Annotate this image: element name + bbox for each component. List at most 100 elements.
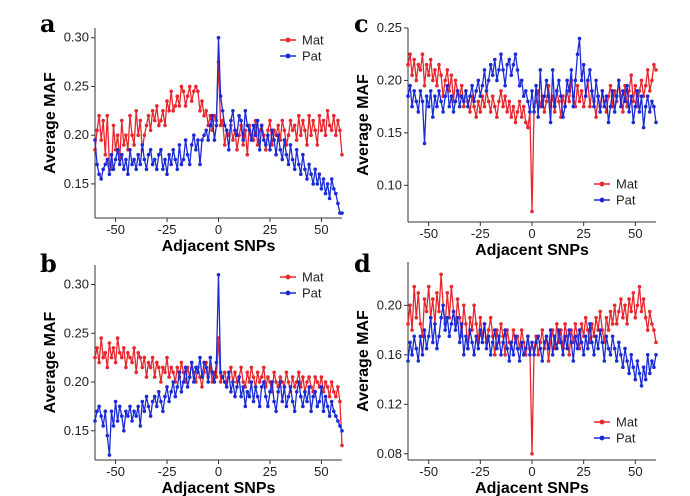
data-point	[107, 453, 112, 457]
data-point	[136, 404, 140, 409]
data-point	[95, 346, 99, 350]
data-point	[122, 167, 126, 172]
x-tick-label: 25	[576, 226, 590, 241]
data-point	[530, 89, 534, 93]
data-point	[148, 128, 153, 133]
data-point	[167, 399, 171, 404]
data-point	[410, 328, 414, 332]
data-point	[163, 123, 167, 128]
data-point	[138, 355, 143, 360]
data-point	[484, 89, 489, 93]
data-point	[542, 94, 547, 98]
data-point	[206, 380, 210, 384]
data-point	[301, 152, 305, 157]
data-point	[171, 148, 175, 152]
data-point	[325, 385, 330, 389]
legend-label: Mat	[616, 415, 638, 430]
x-tick-label: 25	[263, 464, 277, 479]
data-point	[208, 355, 213, 360]
data-point	[276, 123, 281, 128]
legend-marker	[599, 435, 605, 441]
data-point	[468, 110, 472, 114]
data-point	[286, 394, 291, 399]
data-point	[573, 78, 578, 83]
data-point	[439, 272, 443, 277]
data-point	[629, 353, 633, 357]
data-point	[497, 99, 501, 104]
data-point	[196, 138, 200, 142]
data-point	[635, 303, 640, 308]
data-point	[309, 172, 313, 176]
legend-label: Mat	[302, 33, 324, 48]
data-point	[418, 322, 423, 326]
data-point	[132, 409, 136, 414]
data-point	[155, 404, 159, 409]
data-point	[214, 360, 219, 365]
data-point	[323, 394, 328, 399]
series-pat	[406, 36, 658, 146]
data-point	[142, 133, 147, 137]
data-point	[590, 89, 594, 93]
data-point	[202, 113, 206, 118]
data-point	[648, 309, 652, 314]
data-point	[179, 162, 184, 167]
data-point	[637, 110, 642, 114]
y-axis-title: Average MAF	[42, 311, 59, 413]
data-point	[542, 340, 547, 345]
data-point	[412, 284, 417, 289]
data-point	[410, 73, 414, 77]
data-point	[621, 365, 625, 370]
data-point	[329, 380, 334, 384]
data-point	[594, 334, 598, 339]
data-point	[480, 83, 485, 88]
data-point	[631, 99, 636, 104]
data-point	[474, 89, 479, 93]
data-point	[497, 68, 501, 72]
data-point	[231, 380, 235, 384]
x-tick-label: -25	[471, 226, 490, 241]
data-point	[639, 94, 644, 98]
data-point	[194, 84, 198, 89]
data-point	[150, 399, 155, 404]
data-point	[282, 128, 287, 133]
data-point	[171, 370, 175, 375]
data-point	[420, 99, 425, 104]
x-tick-label: -50	[106, 464, 125, 479]
data-point	[519, 78, 524, 83]
data-point	[144, 123, 149, 128]
data-point	[259, 375, 264, 379]
data-point	[206, 138, 210, 142]
data-point	[303, 390, 307, 394]
data-point	[635, 89, 640, 93]
data-point	[648, 371, 652, 376]
data-point	[412, 334, 417, 339]
data-point	[614, 94, 619, 98]
data-point	[445, 291, 450, 295]
data-point	[614, 322, 619, 326]
data-point	[474, 115, 479, 119]
data-point	[569, 68, 574, 72]
data-point	[194, 148, 198, 152]
data-point	[437, 89, 441, 93]
data-point	[631, 291, 636, 295]
data-point	[455, 315, 460, 320]
data-point	[606, 328, 611, 332]
series-pat	[406, 303, 658, 388]
data-point	[524, 89, 528, 93]
data-point	[493, 328, 497, 332]
data-point	[266, 128, 270, 133]
data-point	[629, 309, 633, 314]
data-point	[124, 133, 128, 137]
data-point	[122, 143, 126, 147]
data-point	[588, 104, 592, 109]
data-point	[561, 353, 565, 357]
data-point	[426, 334, 431, 339]
y-tick-label: 0.16	[377, 347, 402, 362]
data-point	[204, 128, 208, 133]
data-point	[185, 385, 190, 389]
data-point	[445, 68, 450, 72]
data-point	[573, 334, 578, 339]
data-point	[224, 385, 229, 389]
data-point	[406, 62, 410, 67]
